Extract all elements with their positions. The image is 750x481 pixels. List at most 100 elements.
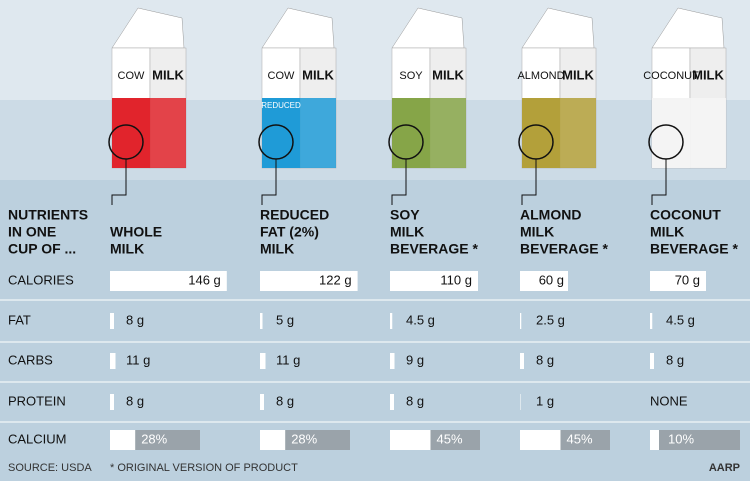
carton-label: COW [118, 70, 146, 82]
carton-color-left [112, 98, 150, 168]
carton-label: COCONUT [643, 70, 699, 82]
column-header: FAT (2%) [260, 224, 319, 240]
value-label: 45% [437, 431, 463, 446]
nutrient-name: CALORIES [8, 272, 74, 287]
value-label: 9 g [406, 352, 424, 367]
value-bar [110, 430, 136, 450]
source: SOURCE: USDA [8, 462, 92, 474]
value-bar [520, 313, 522, 329]
carton-color-right [690, 98, 726, 168]
value-label: 8 g [666, 352, 684, 367]
value-label: 70 g [675, 272, 700, 287]
value-bar [650, 430, 659, 450]
value-label: 8 g [126, 393, 144, 408]
carton-color-left [392, 98, 430, 168]
value-bar [260, 313, 263, 329]
column-header: MILK [110, 241, 144, 257]
value-label: 2.5 g [536, 312, 565, 327]
carton-color-right [300, 98, 336, 168]
value-label: 146 g [188, 272, 221, 287]
callout-line [391, 159, 407, 205]
value-bar [110, 271, 227, 291]
carton-label: MILK [302, 67, 334, 82]
value-label: 60 g [539, 272, 564, 287]
carton-color-left [652, 98, 690, 168]
value-bar [110, 313, 114, 329]
value-label: 28% [291, 431, 317, 446]
column-header: MILK [390, 224, 424, 240]
value-bar [260, 353, 266, 369]
callout-line [651, 159, 667, 205]
carton-color-right [560, 98, 596, 168]
column-header: BEVERAGE * [520, 241, 608, 257]
nutrient-name: FAT [8, 312, 31, 327]
value-label: 5 g [276, 312, 294, 327]
value-bar [260, 430, 286, 450]
carton-label: MILK [152, 67, 184, 82]
nutrient-name: CALCIUM [8, 431, 67, 446]
column-header: BEVERAGE * [650, 241, 738, 257]
column-header: BEVERAGE * [390, 241, 478, 257]
value-bar [390, 271, 478, 291]
carton-label: MILK [562, 67, 594, 82]
value-label: 8 g [536, 352, 554, 367]
note: * ORIGINAL VERSION OF PRODUCT [110, 462, 298, 474]
carton-label: MILK [692, 67, 724, 82]
value-label: 10% [668, 431, 694, 446]
value-bar [390, 394, 394, 410]
percent-track [650, 430, 740, 450]
column-header: MILK [520, 224, 554, 240]
column-header: COCONUT [650, 207, 721, 223]
row-header: NUTRIENTS [8, 207, 88, 223]
carton-label: MILK [432, 67, 464, 82]
carton-color-left [262, 98, 300, 168]
value-bar [110, 353, 116, 369]
value-bar [520, 430, 561, 450]
value-label: 11 g [126, 352, 150, 367]
value-bar [520, 353, 524, 369]
column-header: MILK [650, 224, 684, 240]
value-label: 122 g [319, 272, 352, 287]
row-header: IN ONE [8, 224, 56, 240]
value-label: 8 g [276, 393, 294, 408]
value-bar [260, 394, 264, 410]
value-label: 4.5 g [406, 312, 435, 327]
column-header: MILK [260, 241, 294, 257]
value-bar [260, 271, 358, 291]
carton-sublabel: REDUCED [261, 101, 301, 110]
row-header: CUP OF ... [8, 241, 76, 257]
value-label: 28% [141, 431, 167, 446]
value-label: 8 g [126, 312, 144, 327]
column-header: SOY [390, 207, 420, 223]
callout-line [261, 159, 277, 205]
value-bar [520, 271, 568, 291]
carton-label: ALMOND [517, 70, 564, 82]
value-bar [650, 353, 654, 369]
value-bar [520, 394, 521, 410]
value-label: 4.5 g [666, 312, 695, 327]
value-bar [390, 353, 395, 369]
value-label: 110 g [440, 272, 472, 287]
value-bar [650, 271, 706, 291]
carton-label: SOY [399, 70, 423, 82]
column-header: REDUCED [260, 207, 329, 223]
column-header: WHOLE [110, 224, 162, 240]
value-label: 45% [567, 431, 593, 446]
value-label: 8 g [406, 393, 424, 408]
brand: AARP [709, 462, 740, 474]
value-label: 11 g [276, 352, 300, 367]
callout-line [521, 159, 537, 205]
callout-line [111, 159, 127, 205]
carton-color-right [430, 98, 466, 168]
nutrient-name: PROTEIN [8, 393, 66, 408]
carton-color-left [522, 98, 560, 168]
value-bar [390, 430, 431, 450]
carton-label: COW [268, 70, 296, 82]
value-label: NONE [650, 393, 688, 408]
value-bar [650, 313, 653, 329]
value-bar [110, 394, 114, 410]
column-header: ALMOND [520, 207, 581, 223]
nutrient-name: CARBS [8, 352, 53, 367]
